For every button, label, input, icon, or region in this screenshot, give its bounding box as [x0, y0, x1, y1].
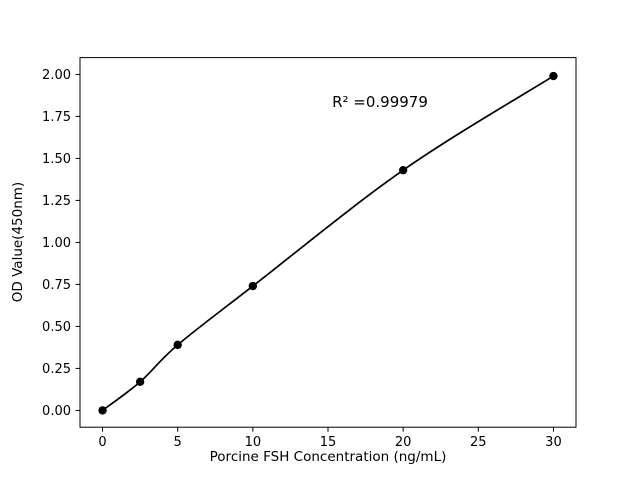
data-point [98, 406, 107, 415]
plot-area: 0 5 10 15 20 25 30 0.00 0.25 0.50 0.75 1.00 1.25 1.50… [42, 57, 577, 450]
x-tick-label: 5 [174, 435, 182, 450]
standard-curve-line [102, 75, 554, 412]
r-squared-annotation: R² =0.99979 [332, 93, 428, 111]
data-point [549, 71, 558, 81]
data-point [173, 340, 182, 350]
axes-frame [79, 57, 577, 428]
x-axis-label: Porcine FSH Concentration (ng/mL) [210, 449, 447, 465]
x-tick-label: 10 [245, 435, 262, 450]
y-tick-label: 0.50 [42, 320, 71, 335]
y-tick-label: 1.25 [42, 194, 71, 209]
y-tick-label: 1.75 [42, 110, 71, 125]
y-axis-label: OD Value(450nm) [10, 182, 26, 302]
y-tick-label: 0.25 [42, 362, 71, 377]
x-tick-label: 20 [395, 435, 412, 450]
x-tick-label: 30 [545, 435, 562, 450]
y-tick-label: 0.75 [42, 278, 71, 293]
y-tick-label: 0.00 [42, 404, 71, 419]
data-point [398, 165, 408, 175]
x-tick-label: 0 [98, 435, 106, 450]
x-tick-label: 25 [470, 435, 487, 450]
y-tick-label: 1.50 [42, 152, 71, 167]
data-point [248, 281, 258, 291]
y-tick-label: 2.00 [42, 68, 71, 83]
x-tick-label: 15 [320, 435, 337, 450]
y-tick-label: 1.00 [42, 236, 71, 251]
data-point [135, 377, 145, 387]
